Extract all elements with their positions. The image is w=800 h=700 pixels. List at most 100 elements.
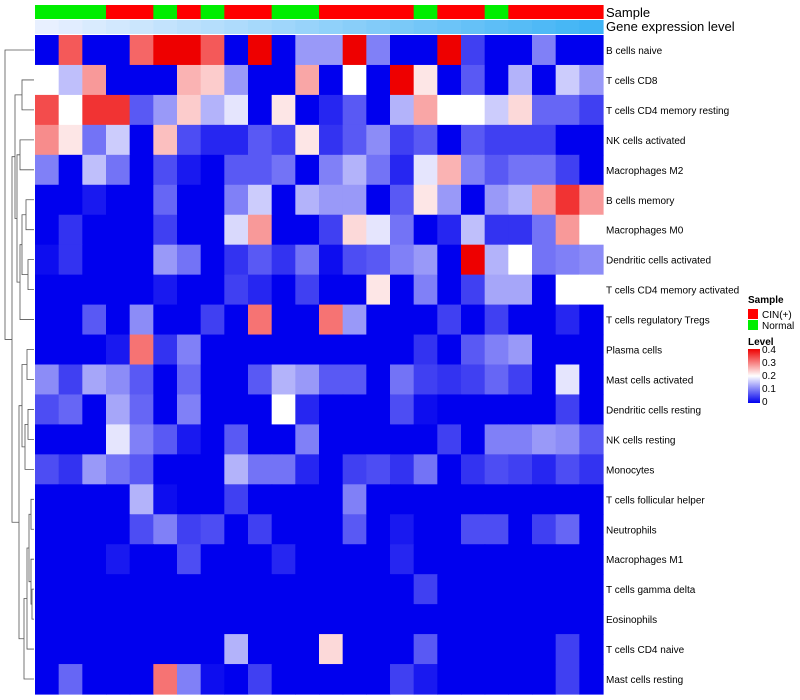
heatmap-cell — [248, 394, 273, 425]
heatmap-cell — [532, 334, 557, 366]
heatmap-cell — [390, 214, 415, 246]
dendrogram-link — [26, 349, 34, 380]
expression-level-annotation-cell — [35, 20, 60, 34]
heatmap-cell — [271, 154, 296, 186]
heatmap-cell — [532, 484, 557, 515]
heatmap-cell — [129, 364, 154, 396]
heatmap-cell — [319, 574, 344, 605]
heatmap-cell — [177, 454, 202, 485]
heatmap-cell — [532, 35, 557, 66]
heatmap-cell — [153, 664, 178, 695]
heatmap-cell — [532, 64, 557, 96]
heatmap-cell — [224, 514, 249, 545]
heatmap-cell — [413, 634, 438, 665]
heatmap-cell — [200, 304, 225, 336]
heatmap-cell — [224, 274, 249, 306]
heatmap-cell — [224, 634, 249, 665]
heatmap-cell — [200, 154, 225, 186]
heatmap-cell — [579, 334, 604, 366]
heatmap-cell — [295, 454, 320, 485]
dendrogram-link — [14, 94, 22, 219]
heatmap-cell — [295, 484, 320, 515]
sample-annotation-cell — [58, 5, 83, 19]
heatmap-cell — [390, 244, 415, 276]
heatmap-cell — [532, 274, 557, 306]
heatmap-cell — [35, 664, 60, 695]
heatmap-cell — [177, 274, 202, 306]
heatmap-cell — [177, 35, 202, 66]
heatmap-cell — [555, 364, 580, 396]
dendrogram-link — [24, 424, 34, 470]
heatmap-cell — [129, 604, 154, 635]
heatmap-cell — [271, 604, 296, 635]
dendrogram-link — [16, 154, 20, 283]
expression-level-annotation-cell — [508, 20, 533, 34]
heatmap-cell — [271, 634, 296, 665]
heatmap-cell — [532, 664, 557, 695]
sample-annotation-cell — [82, 5, 107, 19]
heatmap-cell — [153, 424, 178, 455]
heatmap-cell — [35, 124, 60, 156]
heatmap-cell — [579, 664, 604, 695]
heatmap-cell — [413, 484, 438, 515]
heatmap-cell — [319, 274, 344, 306]
heatmap-cell — [342, 634, 367, 665]
row-label: Dendritic cells resting — [606, 405, 701, 416]
heatmap-cell — [555, 574, 580, 605]
heatmap-cell — [579, 304, 604, 336]
heatmap-cell — [319, 214, 344, 246]
heatmap-cell — [413, 35, 438, 66]
heatmap-cell — [177, 214, 202, 246]
heatmap-cell — [58, 184, 83, 216]
row-label: B cells naive — [606, 46, 663, 57]
heatmap-cell — [437, 184, 462, 216]
heatmap-cell — [413, 664, 438, 695]
heatmap-cell — [153, 514, 178, 545]
heatmap-cell — [200, 574, 225, 605]
heatmap-cell — [390, 544, 415, 575]
heatmap-cell — [437, 664, 462, 695]
heatmap-cell — [129, 214, 154, 246]
heatmap-cell — [82, 544, 107, 575]
heatmap-cell — [319, 94, 344, 126]
heatmap-cell — [295, 154, 320, 186]
heatmap-cell — [437, 394, 462, 425]
sample-annotation-cell — [106, 5, 131, 19]
heatmap-cell — [390, 424, 415, 455]
heatmap-cell — [461, 484, 486, 515]
heatmap-cell — [437, 94, 462, 126]
heatmap-cell — [366, 364, 391, 396]
heatmap-cell — [437, 64, 462, 96]
heatmap-cell — [106, 35, 131, 66]
heatmap-cell — [106, 394, 131, 425]
heatmap-cell — [366, 424, 391, 455]
expression-level-annotation-cell — [248, 20, 273, 34]
heatmap-cell — [200, 634, 225, 665]
heatmap-cell — [532, 544, 557, 575]
heatmap-cell — [153, 154, 178, 186]
heatmap-cell — [461, 304, 486, 336]
heatmap-cell — [508, 364, 533, 396]
heatmap-cell — [461, 664, 486, 695]
heatmap-cell — [82, 154, 107, 186]
heatmap-cell — [390, 94, 415, 126]
expression-level-annotation-cell — [82, 20, 107, 34]
heatmap-cell — [342, 364, 367, 396]
heatmap-cell — [295, 94, 320, 126]
heatmap-cell — [200, 184, 225, 216]
heatmap-cell — [555, 544, 580, 575]
heatmap-cell — [106, 334, 131, 366]
heatmap-cell — [295, 424, 320, 455]
expression-level-annotation-cell — [579, 20, 604, 34]
dendrogram-link — [4, 49, 34, 340]
heatmap-cell — [35, 424, 60, 455]
heatmap-cell — [484, 214, 509, 246]
heatmap-cell — [106, 514, 131, 545]
expression-level-annotation-cell — [390, 20, 415, 34]
heatmap-cell — [532, 424, 557, 455]
heatmap-cell — [342, 334, 367, 366]
heatmap-cell — [508, 514, 533, 545]
heatmap-cell — [58, 154, 83, 186]
heatmap-cell — [532, 394, 557, 425]
heatmap-cell — [58, 514, 83, 545]
